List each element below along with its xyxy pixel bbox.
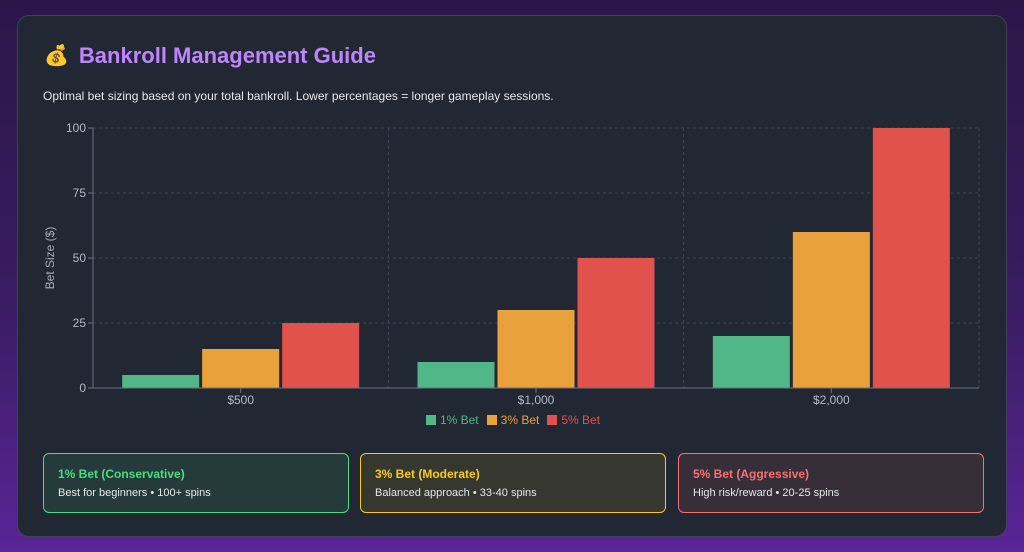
legend-swatch [425, 415, 436, 425]
y-axis-label: Bet Size ($) [43, 227, 57, 290]
info-card-text: Balanced approach • 33-40 spins [375, 487, 537, 499]
bar [792, 232, 870, 388]
money-bag-icon: 💰 [44, 45, 69, 67]
description: Optimal bet sizing based on your total b… [43, 89, 554, 103]
legend-swatch [547, 415, 558, 425]
legend-label: 1% Bet [439, 413, 479, 427]
bar [497, 310, 575, 388]
y-tick-label: 50 [73, 251, 87, 265]
legend-swatch [486, 415, 497, 425]
info-card-text: High risk/reward • 20-25 spins [693, 487, 840, 499]
bar [417, 362, 495, 388]
info-card-title: 5% Bet (Aggressive) [693, 467, 810, 481]
info-card-conservative: 1% Bet (Conservative) Best for beginners… [43, 453, 349, 513]
y-tick-label: 0 [79, 381, 86, 395]
x-tick-label: $500 [227, 393, 254, 407]
legend-entry[interactable]: 5% Bet [547, 413, 600, 427]
info-card-title: 1% Bet (Conservative) [58, 467, 185, 481]
bar-chart: 0 25 50 75 100 $500 $1,000 $2,000 Bet Size ($) [43, 121, 980, 407]
info-card-text: Best for beginners • 100+ spins [58, 487, 211, 499]
x-tick-label: $1,000 [518, 393, 555, 407]
legend-entry[interactable]: 1% Bet [425, 413, 479, 427]
bar [282, 323, 360, 388]
chart-legend: 1% Bet 3% Bet 5% Bet [18, 413, 1008, 427]
legend-label: 5% Bet [561, 413, 601, 427]
y-tick-label: 25 [73, 316, 87, 330]
page-title: Bankroll Management Guide [78, 43, 376, 68]
bar [872, 128, 950, 388]
y-tick-label: 75 [73, 186, 87, 200]
bar [202, 349, 280, 388]
bar [577, 258, 655, 388]
bar [122, 375, 200, 388]
info-card-moderate: 3% Bet (Moderate) Balanced approach • 33… [360, 453, 666, 513]
bar [712, 336, 790, 388]
legend-label: 3% Bet [500, 413, 540, 427]
x-tick-label: $2,000 [813, 393, 850, 407]
info-card-title: 3% Bet (Moderate) [375, 467, 480, 481]
y-tick-label: 100 [66, 121, 86, 135]
legend-entry[interactable]: 3% Bet [486, 413, 540, 427]
info-card-aggressive: 5% Bet (Aggressive) High risk/reward • 2… [678, 453, 984, 513]
bankroll-card: 💰 Bankroll Management Guide Optimal bet … [17, 15, 1007, 537]
title-row: 💰 Bankroll Management Guide [44, 42, 376, 70]
